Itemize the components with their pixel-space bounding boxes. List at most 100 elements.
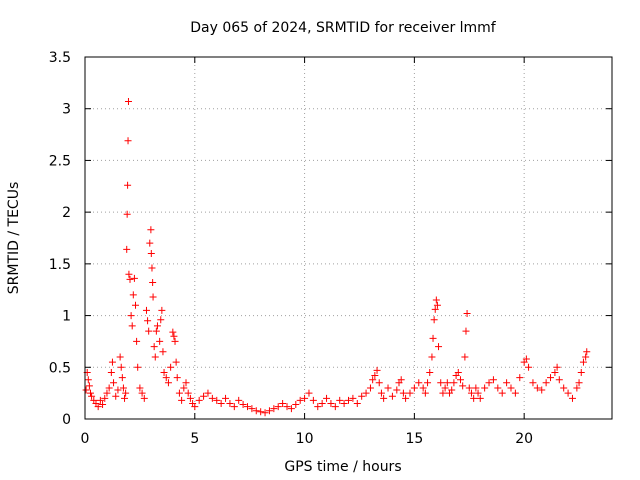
data-point bbox=[150, 343, 158, 351]
data-point bbox=[583, 348, 591, 356]
data-point bbox=[96, 396, 104, 404]
data-point bbox=[373, 366, 381, 374]
data-point bbox=[123, 245, 131, 253]
data-point bbox=[428, 353, 436, 361]
data-point bbox=[555, 376, 563, 384]
data-point bbox=[208, 394, 216, 402]
data-point bbox=[117, 363, 125, 371]
data-point bbox=[564, 389, 572, 397]
data-point bbox=[327, 399, 335, 407]
data-point bbox=[180, 384, 188, 392]
data-point bbox=[462, 327, 470, 335]
data-point bbox=[353, 399, 361, 407]
data-point bbox=[494, 384, 502, 392]
data-point bbox=[433, 301, 441, 309]
data-point bbox=[507, 384, 515, 392]
data-point bbox=[147, 226, 155, 234]
data-point bbox=[380, 394, 388, 402]
data-point bbox=[459, 382, 467, 390]
data-point bbox=[577, 368, 585, 376]
data-point bbox=[432, 296, 440, 304]
data-point bbox=[171, 337, 179, 345]
data-point bbox=[204, 389, 212, 397]
x-tick-label: 10 bbox=[296, 431, 314, 447]
data-point bbox=[323, 394, 331, 402]
data-point bbox=[257, 408, 265, 416]
data-point bbox=[160, 368, 168, 376]
data-point bbox=[274, 403, 282, 411]
data-point bbox=[415, 379, 423, 387]
data-point bbox=[406, 389, 414, 397]
data-point bbox=[270, 405, 278, 413]
data-point bbox=[542, 379, 550, 387]
data-point bbox=[152, 327, 160, 335]
data-point bbox=[450, 379, 458, 387]
data-point bbox=[94, 403, 102, 411]
data-point bbox=[169, 328, 177, 336]
data-point bbox=[435, 343, 443, 351]
data-point bbox=[138, 389, 146, 397]
data-point bbox=[200, 392, 208, 400]
data-point bbox=[158, 306, 166, 314]
data-point bbox=[419, 384, 427, 392]
data-point bbox=[175, 389, 183, 397]
data-point bbox=[123, 210, 131, 218]
y-tick-label: 1 bbox=[62, 309, 71, 325]
data-point bbox=[560, 384, 568, 392]
data-point bbox=[103, 389, 111, 397]
data-point bbox=[410, 384, 418, 392]
x-tick-labels: 0 5 10 15 20 bbox=[81, 431, 534, 447]
data-point bbox=[305, 389, 313, 397]
y-tick-label: 2.5 bbox=[49, 153, 71, 169]
data-point bbox=[474, 389, 482, 397]
data-point bbox=[456, 376, 464, 384]
data-point bbox=[230, 403, 238, 411]
data-point bbox=[110, 379, 118, 387]
ticks bbox=[84, 56, 612, 420]
data-point bbox=[159, 348, 167, 356]
data-point bbox=[108, 358, 116, 366]
data-point bbox=[366, 384, 374, 392]
data-point bbox=[85, 382, 93, 390]
data-point bbox=[118, 374, 126, 382]
data-point bbox=[140, 394, 148, 402]
data-point bbox=[134, 363, 142, 371]
data-point bbox=[579, 358, 587, 366]
data-point bbox=[114, 386, 122, 394]
data-point bbox=[424, 379, 432, 387]
data-point bbox=[265, 407, 273, 415]
x-tick-label: 20 bbox=[515, 431, 533, 447]
data-point bbox=[538, 386, 546, 394]
x-tick-label: 5 bbox=[190, 431, 199, 447]
data-point bbox=[156, 337, 164, 345]
data-point bbox=[107, 368, 115, 376]
data-point bbox=[426, 368, 434, 376]
data-point bbox=[147, 250, 155, 258]
data-point bbox=[217, 399, 225, 407]
y-tick-label: 0 bbox=[62, 412, 71, 428]
data-point bbox=[582, 353, 590, 361]
data-point bbox=[296, 396, 304, 404]
data-point bbox=[402, 394, 410, 402]
data-point bbox=[437, 379, 445, 387]
data-point bbox=[105, 384, 113, 392]
data-point bbox=[167, 363, 175, 371]
data-point bbox=[465, 384, 473, 392]
data-point bbox=[525, 363, 533, 371]
data-point bbox=[279, 399, 287, 407]
data-point bbox=[448, 386, 456, 394]
data-point bbox=[132, 301, 140, 309]
data-point bbox=[261, 409, 269, 417]
data-point bbox=[431, 305, 439, 313]
data-point bbox=[551, 368, 559, 376]
data-point bbox=[101, 394, 109, 402]
data-point bbox=[314, 403, 322, 411]
data-point bbox=[173, 374, 181, 382]
data-point bbox=[151, 353, 159, 361]
data-point bbox=[429, 334, 437, 342]
data-point bbox=[547, 374, 555, 382]
data-point bbox=[121, 394, 129, 402]
data-point bbox=[489, 376, 497, 384]
data-point bbox=[195, 396, 203, 404]
